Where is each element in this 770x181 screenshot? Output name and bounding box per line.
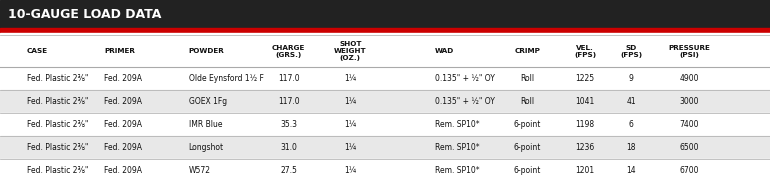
Text: Fed. Plastic 2⅜": Fed. Plastic 2⅜"	[27, 120, 89, 129]
Text: 10-GAUGE LOAD DATA: 10-GAUGE LOAD DATA	[8, 7, 162, 20]
Text: 27.5: 27.5	[280, 166, 297, 175]
Text: 117.0: 117.0	[278, 97, 300, 106]
Text: 1201: 1201	[576, 166, 594, 175]
Text: Fed. 209A: Fed. 209A	[104, 120, 142, 129]
Text: PRIMER: PRIMER	[104, 48, 135, 54]
Bar	[0, 113, 770, 136]
Text: Fed. Plastic 2⅜": Fed. Plastic 2⅜"	[27, 97, 89, 106]
Text: Roll: Roll	[521, 97, 534, 106]
Text: 0.135" + ½" OY: 0.135" + ½" OY	[435, 97, 495, 106]
Text: 6-point: 6-point	[514, 166, 541, 175]
Bar	[0, 28, 770, 33]
Text: 3000: 3000	[679, 97, 699, 106]
Text: 1¼: 1¼	[344, 97, 357, 106]
Text: 117.0: 117.0	[278, 74, 300, 83]
Text: Fed. 209A: Fed. 209A	[104, 97, 142, 106]
Bar	[0, 90, 770, 113]
Text: SD
(FPS): SD (FPS)	[621, 45, 642, 58]
Text: Rem. SP10*: Rem. SP10*	[435, 166, 480, 175]
Text: 4900: 4900	[679, 74, 699, 83]
Text: CRIMP: CRIMP	[514, 48, 541, 54]
Bar	[0, 33, 770, 35]
Text: CHARGE
(GRS.): CHARGE (GRS.)	[272, 45, 306, 58]
Text: 1041: 1041	[576, 97, 595, 106]
Text: 1198: 1198	[576, 120, 594, 129]
Text: 6700: 6700	[679, 166, 699, 175]
Text: POWDER: POWDER	[189, 48, 224, 54]
Text: 0.135" + ½" OY: 0.135" + ½" OY	[435, 74, 495, 83]
Text: 1¼: 1¼	[344, 166, 357, 175]
Bar	[0, 35, 770, 67]
Text: 6: 6	[629, 120, 634, 129]
Text: IMR Blue: IMR Blue	[189, 120, 223, 129]
Text: 41: 41	[627, 97, 636, 106]
Text: 1¼: 1¼	[344, 143, 357, 152]
Text: Rem. SP10*: Rem. SP10*	[435, 143, 480, 152]
Text: 1225: 1225	[576, 74, 594, 83]
Text: 7400: 7400	[679, 120, 699, 129]
Text: Olde Eynsford 1½ F: Olde Eynsford 1½ F	[189, 74, 263, 83]
Text: 1¼: 1¼	[344, 74, 357, 83]
Text: 35.3: 35.3	[280, 120, 297, 129]
Bar	[0, 159, 770, 181]
Text: Fed. Plastic 2⅜": Fed. Plastic 2⅜"	[27, 143, 89, 152]
Text: 31.0: 31.0	[280, 143, 297, 152]
Text: 1¼: 1¼	[344, 120, 357, 129]
Text: Fed. 209A: Fed. 209A	[104, 143, 142, 152]
Text: PRESSURE
(PSI): PRESSURE (PSI)	[668, 45, 710, 58]
Text: Longshot: Longshot	[189, 143, 224, 152]
Bar	[0, 0, 770, 28]
Text: 1236: 1236	[576, 143, 595, 152]
Text: Fed. 209A: Fed. 209A	[104, 74, 142, 83]
Text: Fed. Plastic 2⅜": Fed. Plastic 2⅜"	[27, 166, 89, 175]
Text: CASE: CASE	[27, 48, 48, 54]
Text: VEL.
(FPS): VEL. (FPS)	[574, 45, 596, 58]
Text: W572: W572	[189, 166, 211, 175]
Text: 14: 14	[627, 166, 636, 175]
Text: SHOT
WEIGHT
(OZ.): SHOT WEIGHT (OZ.)	[334, 41, 367, 61]
Text: 6500: 6500	[679, 143, 699, 152]
Text: Fed. Plastic 2⅜": Fed. Plastic 2⅜"	[27, 74, 89, 83]
Text: Roll: Roll	[521, 74, 534, 83]
Text: GOEX 1Fg: GOEX 1Fg	[189, 97, 227, 106]
Text: Rem. SP10*: Rem. SP10*	[435, 120, 480, 129]
Bar	[0, 136, 770, 159]
Text: WAD: WAD	[435, 48, 454, 54]
Text: 18: 18	[627, 143, 636, 152]
Text: Fed. 209A: Fed. 209A	[104, 166, 142, 175]
Text: 9: 9	[629, 74, 634, 83]
Bar	[0, 67, 770, 90]
Text: 6-point: 6-point	[514, 143, 541, 152]
Text: 6-point: 6-point	[514, 120, 541, 129]
